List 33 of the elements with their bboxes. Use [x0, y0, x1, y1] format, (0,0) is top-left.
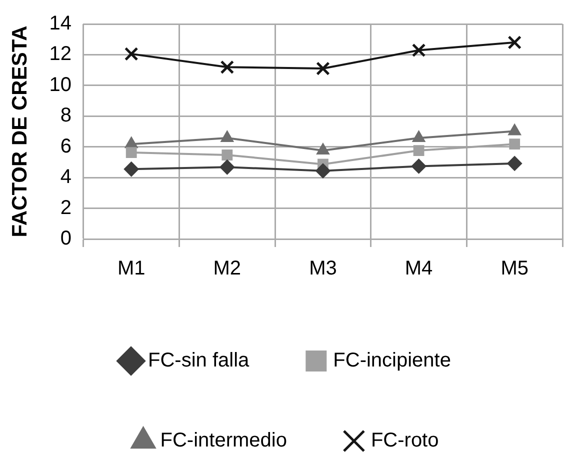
x-tick-label: M5	[500, 258, 528, 280]
x-tick-label: M4	[404, 258, 433, 280]
legend-label: FC-roto	[370, 430, 439, 452]
point	[509, 138, 520, 150]
x-tick-label: M2	[213, 258, 242, 280]
point	[220, 60, 234, 74]
y-tick-label: 8	[60, 104, 72, 127]
point	[316, 62, 330, 76]
y-axis-title: FACTOR DE CRESTA	[8, 26, 32, 238]
y-tick-label: 12	[49, 43, 72, 66]
point	[220, 160, 235, 175]
point	[124, 162, 139, 177]
y-tick-label: 4	[60, 166, 72, 188]
point	[508, 36, 522, 50]
point	[413, 145, 424, 156]
point	[222, 150, 233, 160]
point	[315, 163, 330, 178]
y-tick-label: 6	[60, 135, 72, 158]
legend-label: FC-incipiente	[333, 350, 451, 372]
y-tick-label: 2	[60, 196, 72, 219]
legend-label: FC-intermedio	[160, 430, 287, 452]
point	[412, 43, 426, 58]
legend-label: FC-sin falla	[148, 350, 250, 372]
point	[124, 47, 138, 61]
y-tick-label: 14	[49, 12, 72, 35]
point	[126, 147, 137, 158]
x-tick-label: M1	[117, 258, 146, 280]
point	[411, 158, 426, 174]
point	[316, 143, 330, 155]
y-tick-label: 0	[60, 228, 72, 250]
y-tick-label: 10	[49, 74, 72, 96]
point	[507, 156, 522, 171]
x-tick-label: M3	[309, 258, 337, 280]
